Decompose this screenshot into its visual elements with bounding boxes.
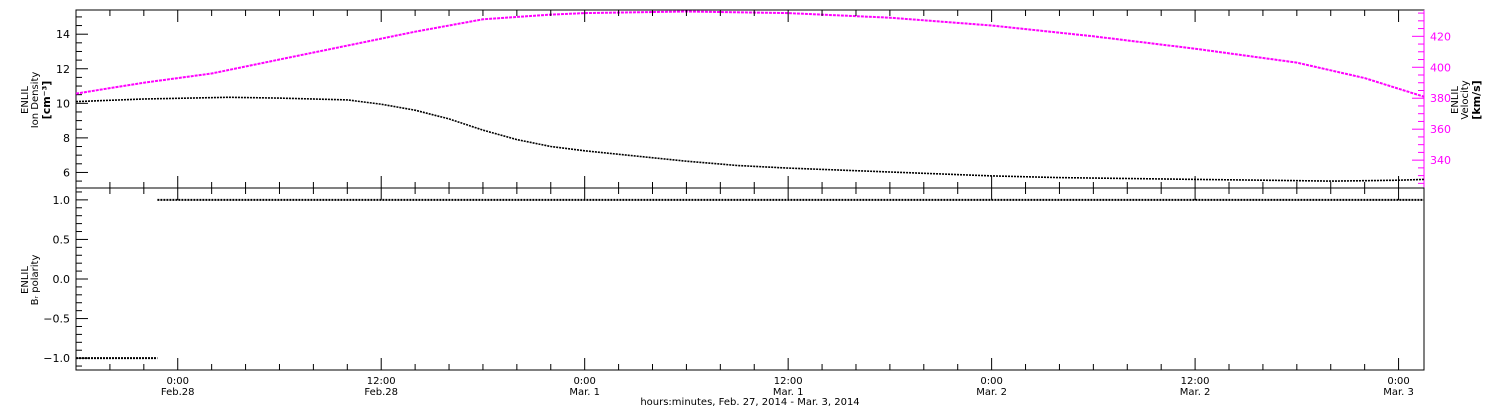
x-tick-label-time: 12:00 [774,376,803,387]
x-tick-label-time: 12:00 [367,376,396,387]
density-label-line3: [cm⁻³] [40,81,53,120]
density-tick-label: 14 [56,28,70,41]
density-tick-label: 12 [56,63,70,76]
velocity-series-line [75,10,1425,98]
x-tick-label-time: 12:00 [1181,376,1210,387]
x-tick-label-date: Mar. 3 [1383,387,1414,398]
velocity-tick-label: 340 [1430,154,1451,167]
x-tick-label-date: Feb.28 [161,387,195,398]
bottom-ylabel: ENLIL Bᵣ polarity [20,255,41,306]
density-series-line [75,96,1425,182]
x-tick-label-date: Feb.28 [364,387,398,398]
velocity-tick-label: 360 [1430,123,1451,136]
br-label-line2: Bᵣ polarity [30,255,41,306]
bottom-panel-frame [75,187,1425,371]
x-tick-label-time: 0:00 [167,376,189,387]
velocity-tick-label: 380 [1430,92,1451,105]
x-axis-title: hours:minutes, Feb. 27, 2014 - Mar. 3, 2… [640,397,859,408]
x-tick-label-date: Mar. 2 [976,387,1007,398]
x-tick-label-date: Mar. 2 [1180,387,1211,398]
density-label-line1: ENLIL [20,86,31,114]
top-panel: 6 8 10 12 14 340 360 380 400 420 [56,9,1451,189]
x-tick-label-date: Mar. 1 [773,387,804,398]
br-label-line1: ENLIL [20,266,31,294]
bottom-panel: −1.0 −0.5 0.0 0.5 1.0 [43,187,1425,371]
velocity-tick-label: 420 [1430,30,1451,43]
density-tick-label: 6 [63,166,70,179]
x-tick-label-time: 0:00 [573,376,595,387]
top-right-ylabel: ENLIL Velocity [km/s] [1450,80,1483,119]
x-tick-label-time: 0:00 [1387,376,1409,387]
top-panel-frame [75,9,1425,189]
density-tick-label: 8 [63,132,70,145]
velocity-label-line2: Velocity [1460,80,1471,119]
polarity-tick-label: −1.0 [43,352,70,365]
top-left-ylabel: ENLIL Ion Density [cm⁻³] [20,72,53,129]
x-tick-label-time: 0:00 [980,376,1002,387]
polarity-tick-label: 1.0 [53,194,71,207]
density-tick-label: 10 [56,97,70,110]
velocity-label-line3: [km/s] [1470,80,1483,119]
density-label-line2: Ion Density [30,72,41,129]
velocity-label-line1: ENLIL [1450,86,1461,114]
x-tick-label-date: Mar. 1 [569,387,600,398]
polarity-tick-label: 0.5 [53,233,71,246]
polarity-tick-label: 0.0 [53,273,71,286]
velocity-tick-label: 400 [1430,61,1451,74]
polarity-tick-label: −0.5 [43,313,70,326]
